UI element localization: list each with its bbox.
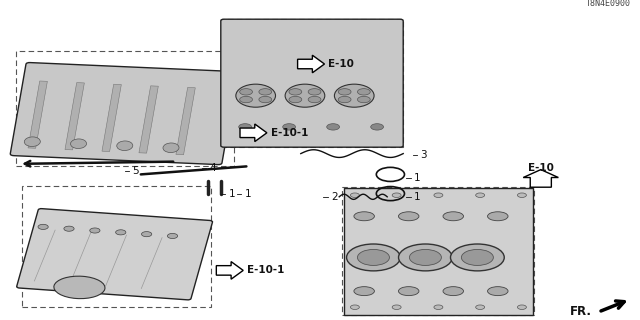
Circle shape	[347, 244, 401, 271]
Ellipse shape	[24, 137, 40, 147]
Ellipse shape	[335, 84, 374, 107]
Circle shape	[434, 305, 443, 309]
Circle shape	[64, 226, 74, 231]
FancyBboxPatch shape	[221, 19, 403, 147]
Circle shape	[357, 250, 389, 266]
FancyBboxPatch shape	[65, 83, 84, 150]
Circle shape	[141, 232, 152, 237]
Circle shape	[434, 193, 443, 197]
Ellipse shape	[116, 141, 132, 150]
Circle shape	[392, 193, 401, 197]
Circle shape	[476, 305, 484, 309]
Circle shape	[239, 96, 253, 103]
Circle shape	[517, 305, 526, 309]
Ellipse shape	[163, 143, 179, 153]
Text: 1: 1	[414, 192, 420, 202]
Circle shape	[327, 124, 339, 130]
Ellipse shape	[354, 212, 374, 221]
FancyBboxPatch shape	[102, 84, 122, 151]
Circle shape	[358, 96, 370, 103]
Text: 1: 1	[228, 188, 235, 199]
Circle shape	[358, 89, 370, 95]
Polygon shape	[240, 124, 267, 141]
Text: 5: 5	[132, 166, 139, 176]
Circle shape	[259, 89, 271, 95]
Circle shape	[259, 96, 271, 103]
Ellipse shape	[285, 84, 324, 107]
Circle shape	[168, 233, 178, 238]
Ellipse shape	[54, 276, 105, 299]
Polygon shape	[524, 170, 558, 187]
Circle shape	[351, 305, 360, 309]
Ellipse shape	[399, 212, 419, 221]
Ellipse shape	[399, 287, 419, 296]
Circle shape	[289, 96, 301, 103]
Ellipse shape	[70, 139, 86, 148]
Ellipse shape	[443, 287, 463, 296]
Polygon shape	[216, 262, 243, 279]
Text: E-10: E-10	[328, 59, 354, 69]
Circle shape	[289, 89, 301, 95]
Circle shape	[351, 193, 360, 197]
Text: FR.: FR.	[570, 305, 592, 317]
Circle shape	[339, 96, 351, 103]
FancyBboxPatch shape	[139, 86, 158, 153]
Circle shape	[410, 250, 442, 266]
Circle shape	[339, 89, 351, 95]
FancyBboxPatch shape	[10, 63, 237, 164]
Circle shape	[476, 193, 484, 197]
Text: 4: 4	[209, 163, 216, 173]
Circle shape	[461, 250, 493, 266]
Circle shape	[308, 96, 321, 103]
Circle shape	[116, 230, 126, 235]
Text: 2: 2	[331, 192, 337, 202]
Ellipse shape	[443, 212, 463, 221]
Polygon shape	[298, 55, 324, 73]
FancyBboxPatch shape	[176, 87, 195, 155]
Ellipse shape	[236, 84, 275, 107]
Circle shape	[308, 89, 321, 95]
Ellipse shape	[488, 212, 508, 221]
Text: E-10-1: E-10-1	[271, 128, 308, 138]
Circle shape	[90, 228, 100, 233]
Circle shape	[38, 224, 48, 229]
FancyBboxPatch shape	[28, 81, 47, 148]
Circle shape	[239, 124, 252, 130]
Circle shape	[392, 305, 401, 309]
Circle shape	[517, 193, 526, 197]
Text: E-10: E-10	[528, 163, 554, 173]
Circle shape	[283, 124, 296, 130]
Circle shape	[239, 89, 253, 95]
Circle shape	[371, 124, 383, 130]
Text: 1: 1	[414, 172, 420, 183]
Text: 1: 1	[244, 188, 251, 199]
Ellipse shape	[488, 287, 508, 296]
Text: 3: 3	[420, 150, 427, 160]
Text: T8N4E0900: T8N4E0900	[586, 0, 630, 8]
Text: E-10-1: E-10-1	[247, 265, 284, 276]
Ellipse shape	[354, 287, 374, 296]
FancyBboxPatch shape	[344, 188, 533, 315]
Circle shape	[399, 244, 452, 271]
Circle shape	[451, 244, 504, 271]
FancyBboxPatch shape	[17, 209, 212, 300]
